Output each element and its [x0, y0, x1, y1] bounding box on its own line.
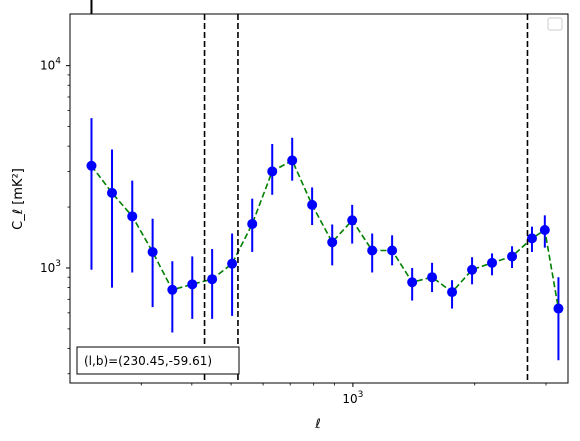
series-2-point	[207, 274, 218, 285]
series-2-point	[407, 277, 418, 288]
series-2-point	[507, 251, 518, 262]
series-2-point	[387, 245, 398, 256]
series-2-point	[147, 246, 158, 257]
y-tick-label: 104	[40, 57, 61, 73]
series-2-point	[553, 303, 564, 314]
plot-background	[70, 14, 568, 383]
series-2-point	[287, 155, 298, 166]
x-tick-label: 103	[342, 390, 363, 406]
series-2-point	[307, 199, 318, 210]
series-2-point	[267, 166, 278, 177]
series-2-point	[167, 284, 178, 295]
annotation: (l,b)=(230.45,-59.61)	[76, 346, 240, 375]
series-2-point	[107, 187, 118, 198]
y-axis-label: C_ℓ [mK²]	[11, 168, 26, 230]
series-2-point	[467, 264, 478, 275]
legend-box	[547, 17, 563, 31]
series-2-point	[227, 258, 238, 269]
series-2-point	[487, 257, 498, 268]
series-2-point	[447, 287, 458, 298]
series-2	[86, 118, 564, 361]
series-2-point	[347, 215, 358, 226]
data-layer	[86, 0, 564, 361]
annotation-text: (l,b)=(230.45,-59.61)	[84, 354, 212, 368]
x-axis-label: ℓ	[314, 417, 320, 432]
plot-frame	[69, 13, 569, 384]
vertical-lines	[203, 14, 529, 383]
series-2-point	[327, 237, 338, 248]
series-2-point	[187, 279, 198, 290]
series-1	[90, 0, 93, 14]
series-2-point	[127, 211, 138, 222]
y-tick-label: 103	[40, 259, 61, 275]
series-2-point	[427, 272, 438, 283]
series-2-point	[247, 218, 258, 229]
series-2-point	[367, 245, 378, 256]
series-2-point	[539, 225, 550, 236]
series-2-point	[86, 160, 97, 171]
annotation-box	[76, 346, 240, 375]
series-2-point	[526, 233, 537, 244]
